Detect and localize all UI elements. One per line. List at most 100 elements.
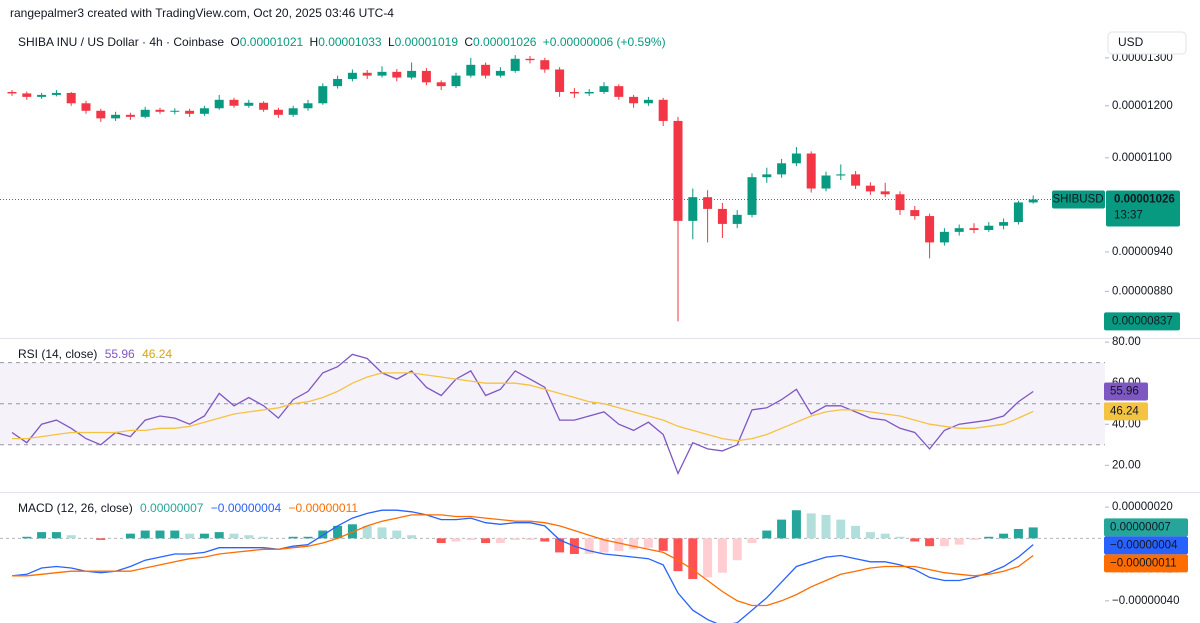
histogram-bar (540, 538, 550, 542)
histogram-bar (66, 535, 76, 539)
candle-body (629, 96, 639, 104)
candle-body (673, 120, 683, 221)
candle-body (170, 110, 180, 112)
candle-body (510, 58, 520, 71)
histogram-bar (703, 538, 713, 578)
histogram-bar (658, 538, 668, 551)
histogram-bar (199, 533, 209, 539)
candle-body (584, 91, 594, 94)
legend-value: 0.00001019 (395, 35, 459, 49)
macd-line (12, 514, 1034, 607)
candle-body (821, 175, 831, 189)
rsi-tag-bg (1104, 382, 1148, 401)
histogram-bar (140, 530, 150, 539)
candle-body (347, 72, 357, 79)
price-tag-bg (1106, 190, 1180, 227)
candle-body (229, 99, 239, 106)
histogram-bar (732, 538, 742, 561)
plot-layer: 0.00001300 0.00001200 0.00001100 0.00000940… (0, 52, 1188, 623)
histogram-bar (22, 536, 32, 539)
macd-value: −0.00000004 (211, 501, 282, 515)
histogram-bar (954, 538, 964, 545)
candle-body (214, 99, 224, 109)
histogram-bar (555, 538, 565, 553)
histogram-bar (939, 538, 949, 547)
candle-body (125, 114, 135, 117)
countdown: 13:37 (1114, 210, 1143, 222)
candle-body (199, 108, 209, 114)
y-tick-label: 0.00001300 (1112, 52, 1173, 64)
histogram-bar (466, 538, 476, 540)
candle-body (377, 71, 387, 76)
currency-button[interactable] (1107, 31, 1187, 55)
candle-body (303, 103, 313, 109)
rsi-tag-bg (1104, 402, 1148, 421)
histogram-bar (969, 538, 979, 540)
histogram-bar (185, 533, 195, 539)
legend-value: 0.00001021 (240, 35, 304, 49)
macd-tag: 0.00000007 (1110, 521, 1171, 533)
histogram-bar (510, 538, 520, 540)
macd-tag: −0.00000011 (1110, 557, 1177, 569)
macd-tag-bg (1104, 554, 1188, 573)
histogram-bar (392, 530, 402, 539)
candle-body (273, 109, 283, 115)
histogram-bar (895, 536, 905, 539)
candle-body (688, 197, 698, 221)
candle-body (318, 86, 328, 104)
histogram-bar (643, 538, 653, 548)
macd-tag-bg (1104, 536, 1188, 555)
rsi-line (11, 353, 1034, 476)
candle-body (791, 153, 801, 164)
histogram-bar (851, 525, 861, 539)
histogram-bar (436, 538, 446, 544)
candle-body (466, 64, 476, 76)
candle-body (259, 102, 269, 110)
histogram-bar (1028, 527, 1038, 539)
histogram-bar (821, 514, 831, 539)
candle-body (599, 86, 609, 92)
histogram-bar (673, 538, 683, 572)
candle-body (288, 108, 298, 115)
candle-body (540, 60, 550, 70)
legend-value: 0.00001026 (473, 35, 537, 49)
candle-body (732, 214, 742, 224)
candle-body (81, 103, 91, 111)
y-tick-label: 40.00 (1112, 418, 1141, 430)
y-tick-label: 0.00000880 (1112, 285, 1173, 297)
candle-body (747, 177, 757, 215)
currency[interactable]: USD (1118, 35, 1144, 49)
candle-body (954, 228, 964, 232)
candle-body (392, 71, 402, 78)
candle-body (999, 222, 1009, 226)
histogram-bar (51, 532, 61, 539)
histogram-bar (481, 538, 491, 544)
histogram-bar (125, 533, 135, 539)
rsi-ma-value: 46.24 (142, 347, 172, 361)
symbol-tag: SHIBUSD (1052, 194, 1103, 206)
candle-body (451, 75, 461, 87)
histogram-bar (717, 538, 727, 573)
candle-body (66, 92, 76, 104)
candle-body (1013, 202, 1023, 223)
histogram-bar (747, 538, 757, 544)
histogram-bar (244, 535, 254, 539)
legend-value: 0.00001033 (318, 35, 382, 49)
histogram-bar (96, 538, 106, 540)
histogram-bar (614, 538, 624, 551)
candle-body (407, 70, 417, 78)
histogram-bar (303, 536, 313, 539)
candle-body (895, 194, 905, 211)
candle-body (777, 163, 787, 175)
candle-body (658, 99, 668, 121)
candle-body (939, 231, 949, 243)
price-legend: SHIBA INU / US Dollar · 4h · Coinbase O0… (18, 35, 666, 49)
low-tag: 0.00000837 (1112, 315, 1173, 327)
candle-body (984, 225, 994, 231)
histogram-bar (999, 533, 1009, 539)
histogram-bar (347, 524, 357, 539)
y-tick-label: 0.00001100 (1112, 152, 1172, 164)
signal-value: −0.00000011 (289, 501, 359, 515)
macd-hist-value: 0.00000007 (140, 501, 204, 515)
